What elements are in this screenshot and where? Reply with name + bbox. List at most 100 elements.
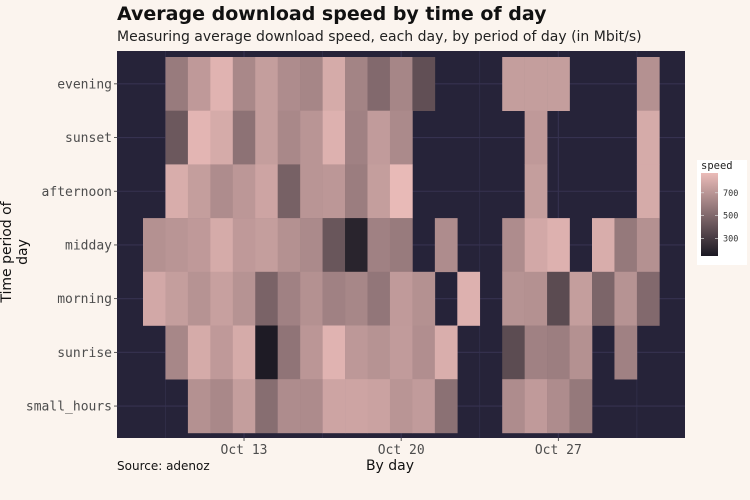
heatmap-cell (300, 57, 323, 111)
heatmap-cell (547, 218, 570, 273)
source-caption: Source: adenoz (117, 459, 210, 473)
heatmap-cell (300, 218, 323, 273)
heatmap-cell (277, 110, 301, 165)
heatmap-cell (300, 110, 323, 165)
heatmap-cell (187, 325, 211, 380)
heatmap-cell (614, 325, 638, 380)
heatmap-cell (165, 218, 189, 273)
chart-subtitle: Measuring average download speed, each d… (117, 29, 642, 45)
heatmap-cell (255, 379, 278, 434)
heatmap-cell (210, 325, 234, 380)
heatmap-cell (367, 57, 391, 111)
heatmap-cell (389, 325, 413, 380)
heatmap-cell (232, 271, 256, 326)
heatmap-cell (187, 57, 211, 111)
heatmap-cell (210, 218, 234, 273)
heatmap-cell (322, 110, 346, 165)
heatmap-cell (322, 218, 346, 273)
heatmap-cell (187, 164, 211, 219)
heatmap-cell (389, 218, 413, 273)
heatmap-cell (389, 57, 413, 111)
heatmap-cell (434, 379, 458, 434)
heatmap-cell (434, 218, 458, 273)
heatmap-cell (502, 271, 525, 326)
heatmap-cell (300, 379, 323, 434)
heatmap-cell (322, 164, 346, 219)
heatmap-cell (569, 379, 593, 434)
heatmap-cell (165, 325, 189, 380)
heatmap-cell (547, 57, 570, 111)
heatmap-cell (300, 271, 323, 326)
heatmap-cell (524, 379, 548, 434)
y-tick-label: morning (57, 292, 112, 307)
heatmap-cell (232, 218, 256, 273)
heatmap-cell (187, 110, 211, 165)
heatmap-cell (614, 271, 638, 326)
heatmap-cell (210, 379, 234, 434)
heatmap-cell (187, 379, 211, 434)
heatmap-cell (255, 218, 278, 273)
heatmap-cell (547, 379, 570, 434)
heatmap-cell (524, 218, 548, 273)
heatmap-cell (345, 379, 368, 434)
heatmap-cell (592, 218, 615, 273)
heatmap-cell (210, 164, 234, 219)
heatmap-cell (143, 271, 166, 326)
heatmap-cell (412, 271, 436, 326)
heatmap-cell (502, 218, 525, 273)
heatmap-cell (277, 325, 301, 380)
heatmap-cell (277, 271, 301, 326)
heatmap-cell (277, 379, 301, 434)
heatmap-cell (165, 271, 189, 326)
legend-tick-label: 700 (723, 189, 738, 199)
heatmap-cell (636, 57, 660, 111)
y-tick-label: midday (65, 238, 112, 253)
heatmap-cell (524, 57, 548, 111)
heatmap-cell (232, 110, 256, 165)
heatmap-cell (345, 110, 368, 165)
heatmap-cell (636, 271, 660, 326)
heatmap-cell (636, 218, 660, 273)
heatmap-cell (524, 325, 548, 380)
heatmap-cell (434, 325, 458, 380)
heatmap-cell (232, 57, 256, 111)
heatmap-cell (255, 110, 278, 165)
heatmap-cell (389, 164, 413, 219)
x-tick-label: Oct 13 (221, 443, 268, 458)
heatmap-cell (165, 110, 189, 165)
heatmap-cell (367, 271, 391, 326)
heatmap-cell (322, 57, 346, 111)
heatmap-cell (636, 164, 660, 219)
y-tick-label: afternoon (42, 185, 112, 200)
heatmap-cell (187, 218, 211, 273)
heatmap-cell (210, 110, 234, 165)
heatmap-cell (300, 325, 323, 380)
heatmap-cell (187, 271, 211, 326)
heatmap-cell (277, 218, 301, 273)
heatmap-cell (524, 110, 548, 165)
heatmap-cell (636, 110, 660, 165)
x-tick-label: Oct 27 (535, 443, 582, 458)
heatmap-cell (412, 57, 436, 111)
heatmap-cell (345, 164, 368, 219)
y-tick-label: small_hours (26, 400, 112, 415)
heatmap-cell (210, 57, 234, 111)
heatmap-cell (524, 164, 548, 219)
chart-title: Average download speed by time of day (117, 3, 547, 25)
heatmap-cell (255, 271, 278, 326)
heatmap-cell (322, 379, 346, 434)
heatmap-cell (255, 325, 278, 380)
heatmap-cell (367, 110, 391, 165)
heatmap-cell (412, 379, 436, 434)
heatmap-cell (412, 325, 436, 380)
heatmap-cell (232, 379, 256, 434)
heatmap-cell (502, 325, 525, 380)
heatmap-cell (502, 379, 525, 434)
heatmap-cell (210, 271, 234, 326)
heatmap-cell (345, 57, 368, 111)
heatmap-cell (389, 379, 413, 434)
heatmap-cell (389, 110, 413, 165)
y-tick-label: evening (57, 77, 112, 92)
heatmap-cell (457, 271, 481, 326)
heatmap-cell (614, 218, 638, 273)
